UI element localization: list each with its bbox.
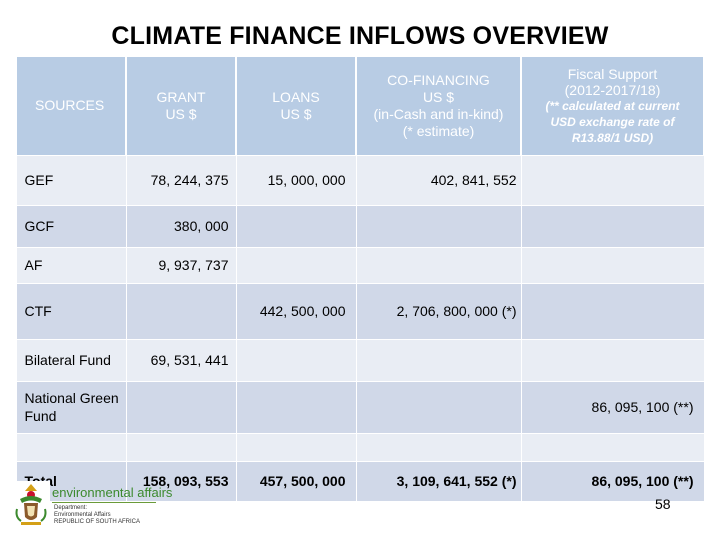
coat-of-arms-icon — [12, 481, 50, 527]
row-grant — [125, 380, 237, 434]
row-loans — [235, 432, 357, 462]
row-source: AF — [15, 246, 127, 284]
table-row: AF 9, 937, 737 — [15, 246, 705, 284]
row-loans — [235, 246, 357, 284]
row-source: GEF — [15, 154, 127, 206]
row-grant: 9, 937, 737 — [125, 246, 237, 284]
table-header-row: SOURCES GRANT US $ LOANS US $ CO-FINANCI… — [15, 57, 705, 155]
header-cofinancing: CO-FINANCING US $ (in-Cash and in-kind) … — [355, 57, 522, 155]
row-fiscal — [520, 246, 705, 284]
row-fiscal — [520, 204, 705, 248]
row-fiscal — [520, 432, 705, 462]
table-row: GCF 380, 000 — [15, 204, 705, 248]
row-source: CTF — [15, 282, 127, 340]
row-grant: 69, 531, 441 — [125, 338, 237, 382]
page-number: 58 — [655, 496, 671, 512]
row-fiscal — [520, 338, 705, 382]
row-source: Bilateral Fund — [15, 338, 127, 382]
table-row: CTF 442, 500, 000 2, 706, 800, 000 (*) — [15, 282, 705, 340]
table-row — [15, 432, 705, 462]
table-row: GEF 78, 244, 375 15, 000, 000 402, 841, … — [15, 154, 705, 206]
row-cofinancing: 2, 706, 800, 000 (*) — [355, 282, 522, 340]
row-source: National Green Fund — [15, 380, 127, 434]
row-grant — [125, 282, 237, 340]
logo-line-1: Department: — [54, 505, 88, 511]
logo-line-2: Environmental Affairs — [54, 512, 111, 518]
row-loans — [235, 204, 357, 248]
logo-divider — [52, 502, 156, 503]
row-fiscal — [520, 154, 705, 206]
row-cofinancing — [355, 380, 522, 434]
slide-title: CLIMATE FINANCE INFLOWS OVERVIEW — [111, 22, 609, 50]
row-cofinancing: 402, 841, 552 — [355, 154, 522, 206]
row-source: GCF — [15, 204, 127, 248]
row-grant — [125, 432, 237, 462]
row-cofinancing — [355, 338, 522, 382]
department-logo: environmental affairs Department: Enviro… — [12, 481, 172, 527]
header-fiscal-support: Fiscal Support (2012-2017/18) (** calcul… — [520, 57, 705, 155]
row-cofinancing — [355, 432, 522, 462]
row-loans — [235, 338, 357, 382]
row-loans: 442, 500, 000 — [235, 282, 357, 340]
row-fiscal — [520, 282, 705, 340]
row-grant: 380, 000 — [125, 204, 237, 248]
logo-brand-text: environmental affairs — [52, 485, 173, 500]
row-loans: 457, 500, 000 — [235, 460, 357, 502]
row-cofinancing — [355, 246, 522, 284]
table-row: National Green Fund 86, 095, 100 (**) — [15, 380, 705, 434]
finance-table: SOURCES GRANT US $ LOANS US $ CO-FINANCI… — [15, 57, 705, 502]
row-fiscal: 86, 095, 100 (**) — [520, 460, 705, 502]
table-row: Bilateral Fund 69, 531, 441 — [15, 338, 705, 382]
row-loans: 15, 000, 000 — [235, 154, 357, 206]
row-source — [15, 432, 127, 462]
header-sources: SOURCES — [15, 57, 127, 155]
logo-line-3: REPUBLIC OF SOUTH AFRICA — [54, 519, 141, 525]
header-grant: GRANT US $ — [125, 57, 237, 155]
row-loans — [235, 380, 357, 434]
row-grant: 78, 244, 375 — [125, 154, 237, 206]
row-fiscal: 86, 095, 100 (**) — [520, 380, 705, 434]
row-cofinancing: 3, 109, 641, 552 (*) — [355, 460, 522, 502]
row-cofinancing — [355, 204, 522, 248]
header-loans: LOANS US $ — [235, 57, 357, 155]
